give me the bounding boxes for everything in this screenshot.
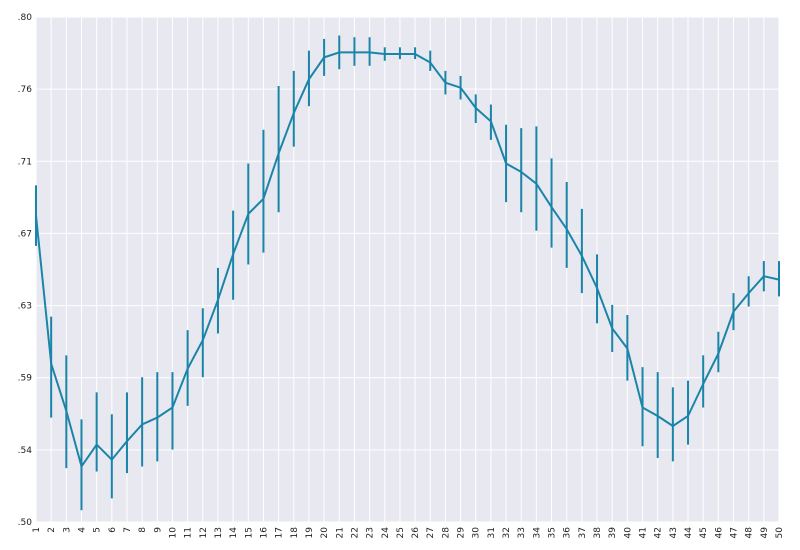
x-tick-label: 29 [457, 527, 467, 539]
x-tick-label: 46 [714, 527, 724, 539]
x-tick-label: 14 [229, 527, 239, 539]
x-tick-label: 30 [472, 527, 482, 539]
x-tick-label: 32 [502, 527, 512, 538]
x-tick-label: 44 [684, 527, 694, 539]
x-tick-label: 23 [366, 527, 376, 538]
x-tick-label: 6 [108, 527, 118, 533]
x-tick-label: 4 [77, 527, 87, 533]
x-tick-label: 38 [593, 527, 603, 539]
x-tick-label: 19 [305, 527, 315, 539]
y-tick-label: .67 [18, 229, 32, 239]
y-tick-label: .50 [18, 518, 33, 528]
x-tick-label: 15 [244, 527, 254, 538]
x-tick-label: 5 [93, 527, 103, 533]
x-tick-label: 27 [426, 527, 436, 538]
x-tick-label: 33 [517, 527, 527, 538]
x-tick-label: 11 [184, 527, 194, 538]
x-tick-label: 49 [760, 527, 770, 539]
x-tick-label: 37 [578, 527, 588, 538]
x-tick-label: 18 [290, 527, 300, 539]
x-tick-label: 10 [168, 527, 178, 539]
x-tick-label: 2 [47, 527, 57, 533]
x-tick-label: 34 [532, 527, 542, 539]
x-tick-label: 42 [654, 527, 664, 538]
y-tick-label: .71 [18, 157, 32, 167]
plot-background [36, 17, 779, 522]
x-tick-label: 9 [153, 527, 163, 533]
x-tick-label: 13 [214, 527, 224, 538]
x-tick-label: 1 [32, 527, 42, 533]
x-tick-label: 25 [396, 527, 406, 538]
y-tick-label: .63 [18, 302, 32, 312]
x-tick-label: 31 [487, 527, 497, 538]
series-line [35, 51, 780, 469]
x-tick-label: 12 [199, 527, 209, 538]
x-tick-label: 48 [745, 527, 755, 539]
x-tick-label: 20 [320, 527, 330, 539]
x-tick-label: 16 [259, 527, 269, 539]
x-tick-label: 39 [608, 527, 618, 539]
x-tick-label: 36 [563, 527, 573, 539]
x-tick-label: 21 [335, 527, 345, 538]
x-tick-label: 22 [350, 527, 360, 538]
y-tick-label: .54 [18, 446, 33, 456]
y-tick-label: .76 [18, 85, 33, 95]
x-tick-label: 17 [275, 527, 285, 538]
x-tick-label: 45 [699, 527, 709, 538]
y-tick-label: .80 [18, 13, 33, 23]
x-tick-label: 35 [548, 527, 558, 538]
y-tick-label: .59 [18, 374, 33, 384]
x-tick-label: 41 [639, 527, 649, 538]
x-tick-label: 40 [623, 527, 633, 539]
x-tick-label: 28 [441, 527, 451, 539]
y-tick-labels: .50 .54 .59 .63 .67 .71 .76 .80 [18, 13, 33, 528]
x-tick-labels: 1 2 3 4 5 6 7 8 9 10 11 12 13 14 15 16 17 18 19 20 21 22 23 24 2… [32, 527, 785, 539]
x-tick-label: 24 [381, 527, 391, 539]
x-tick-label: 8 [138, 527, 148, 533]
x-tick-label: 26 [411, 527, 421, 539]
y-gridlines [36, 16, 779, 523]
x-tick-label: 3 [62, 527, 72, 533]
x-tick-label: 7 [123, 527, 133, 533]
x-tick-label: 50 [775, 527, 785, 539]
x-tick-label: 43 [669, 527, 679, 538]
x-tick-label: 47 [730, 527, 740, 538]
